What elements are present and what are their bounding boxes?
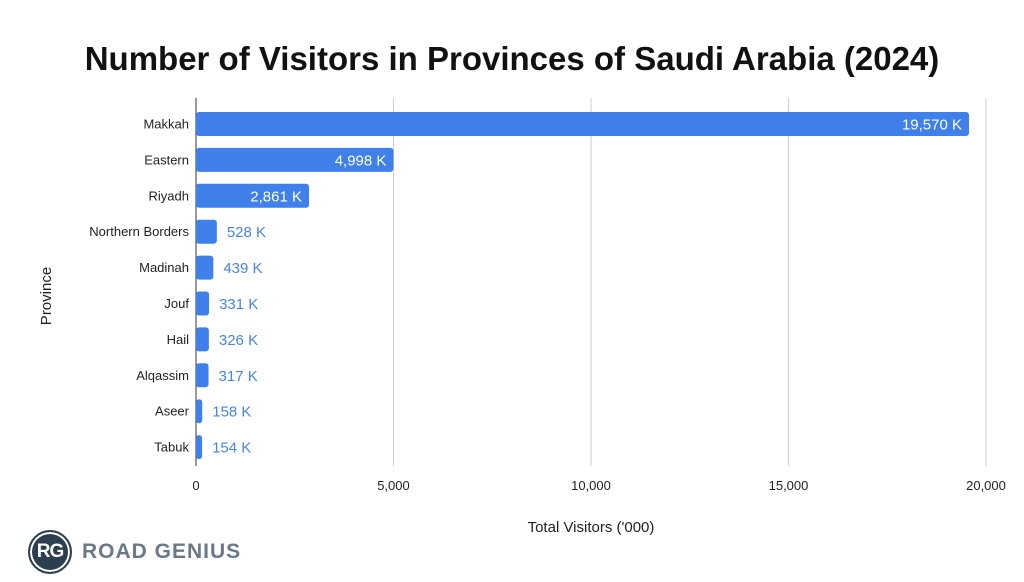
bar-riyadh bbox=[196, 183, 310, 208]
y-tick-label: Tabuk bbox=[154, 440, 189, 455]
x-tick-label: 5,000 bbox=[377, 478, 410, 493]
bar-tabuk bbox=[196, 435, 203, 460]
logo-badge-icon: RG bbox=[28, 530, 72, 574]
y-axis-title: Province bbox=[38, 267, 55, 325]
data-label: 19,570 K bbox=[902, 117, 962, 134]
road-genius-logo: RG ROAD GENIUS bbox=[28, 530, 241, 574]
x-tick-label: 0 bbox=[192, 478, 199, 493]
chart-title: Number of Visitors in Provinces of Saudi… bbox=[84, 40, 940, 77]
data-label: 4,998 K bbox=[335, 152, 387, 169]
x-tick-label: 10,000 bbox=[571, 478, 611, 493]
data-label: 528 K bbox=[227, 224, 266, 241]
y-tick-label: Riyadh bbox=[149, 188, 189, 203]
data-label: 2,861 K bbox=[250, 188, 302, 205]
x-axis-title: Total Visitors ('000) bbox=[528, 519, 655, 536]
logo-text: ROAD GENIUS bbox=[82, 540, 242, 563]
y-tick-label: Eastern bbox=[144, 152, 189, 167]
y-tick-label: Hail bbox=[167, 332, 190, 347]
y-tick-label: Madinah bbox=[139, 260, 189, 275]
bar-madinah bbox=[196, 255, 214, 280]
bar-hail bbox=[196, 327, 209, 352]
y-tick-label: Northern Borders bbox=[89, 224, 189, 239]
x-tick-label: 15,000 bbox=[769, 478, 809, 493]
x-tick-label: 20,000 bbox=[966, 478, 1006, 493]
bar-aseer bbox=[196, 399, 203, 424]
y-tick-label: Jouf bbox=[164, 296, 189, 311]
y-tick-label: Alqassim bbox=[136, 368, 189, 383]
bar-makkah bbox=[196, 112, 970, 136]
y-tick-label: Aseer bbox=[155, 404, 190, 419]
data-label: 439 K bbox=[223, 260, 262, 277]
bar-alqassim bbox=[196, 363, 209, 388]
bar-eastern bbox=[196, 147, 394, 172]
bar-northern-borders bbox=[196, 219, 217, 244]
data-label: 154 K bbox=[212, 440, 251, 457]
data-label: 331 K bbox=[219, 296, 258, 313]
y-tick-label: Makkah bbox=[143, 117, 189, 132]
data-label: 326 K bbox=[219, 332, 258, 349]
bar-jouf bbox=[196, 291, 210, 316]
data-label: 158 K bbox=[212, 404, 251, 421]
data-label: 317 K bbox=[219, 368, 258, 385]
